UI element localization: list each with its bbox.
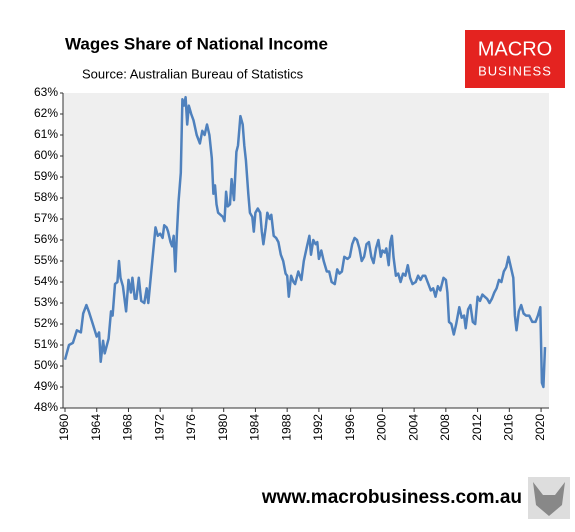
footer: www.macrobusiness.com.au [261,487,522,508]
x-tick-label: 1976 [184,414,198,441]
y-tick-label: 49% [34,379,58,393]
wolf-icon [528,477,570,519]
y-tick-label: 48% [34,400,58,414]
data-line [63,95,547,389]
chart-title: Wages Share of National Income [65,34,328,53]
logo-text: BUSINESS [478,63,552,78]
x-tick-label: 1984 [248,414,262,441]
x-tick-label: 2008 [438,414,452,441]
x-tick-label: 1996 [343,414,357,441]
x-tick-label: 1988 [279,414,293,441]
x-tick-label: 1972 [152,414,166,441]
y-tick-label: 52% [34,316,58,330]
y-tick-label: 54% [34,274,58,288]
x-tick-label: 2016 [501,414,515,441]
x-tick-label: 1964 [89,414,103,441]
y-tick-label: 59% [34,169,58,183]
y-tick-label: 50% [34,358,58,372]
x-tick-label: 1960 [57,414,71,441]
y-tick-label: 57% [34,211,58,225]
y-tick-label: 63% [34,85,58,99]
x-tick-label: 2020 [533,414,547,441]
x-tick-label: 2000 [375,414,389,441]
x-tick-label: 1968 [121,414,135,441]
y-tick-label: 61% [34,127,58,141]
y-tick-label: 55% [34,253,58,267]
logo-box [465,30,565,88]
y-tick-label: 56% [34,232,58,246]
x-tick-label: 2004 [406,414,420,441]
y-tick-label: 53% [34,295,58,309]
chart-subtitle: Source: Australian Bureau of Statistics [82,66,304,81]
y-tick-label: 60% [34,148,58,162]
y-tick-label: 51% [34,337,58,351]
x-tick-label: 1992 [311,414,325,441]
y-tick-label: 62% [34,106,58,120]
x-tick-label: 2012 [470,414,484,441]
x-tick-label: 1980 [216,414,230,441]
logo-text: MACRO [478,38,552,60]
y-tick-label: 58% [34,190,58,204]
